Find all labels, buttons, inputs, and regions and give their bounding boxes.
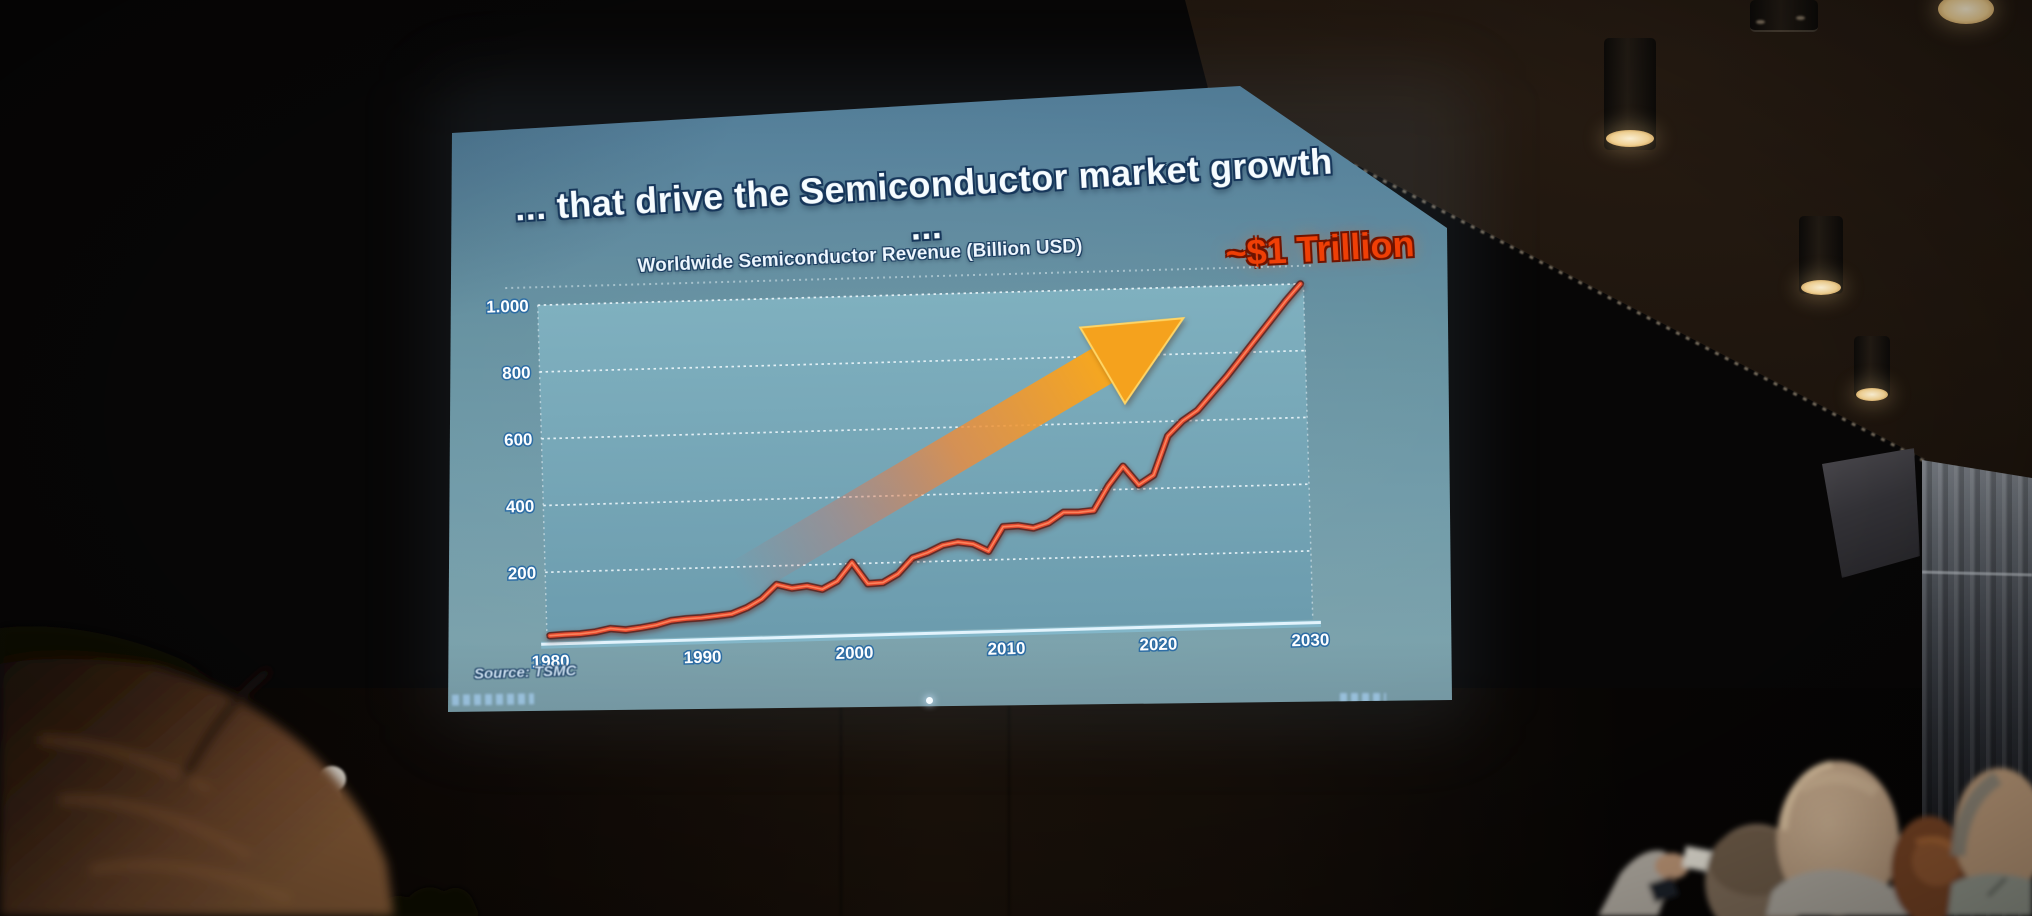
tiny-white-dot <box>926 697 933 704</box>
revenue-chart: 1.000 800 600 400 200 1980 1990 2000 2010 2020 203… <box>484 264 1331 673</box>
ceiling-light-glow <box>1606 130 1654 147</box>
svg-text:2020: 2020 <box>1139 634 1177 654</box>
ceiling-light-spec <box>1756 20 1765 24</box>
svg-text:1.000: 1.000 <box>486 296 529 316</box>
ceiling-light-glow <box>1938 0 1994 24</box>
svg-text:1980: 1980 <box>531 651 569 671</box>
svg-text:600: 600 <box>504 430 533 450</box>
curtain-seam <box>840 705 842 916</box>
svg-text:2000: 2000 <box>835 643 873 663</box>
ceiling-light-fixture <box>1854 336 1890 398</box>
svg-text:2030: 2030 <box>1291 630 1329 650</box>
svg-text:200: 200 <box>508 564 537 584</box>
ceiling-light-glow <box>1801 280 1841 295</box>
slide-footer-smudge <box>451 693 535 706</box>
source-note: Source: TSMC <box>473 662 577 683</box>
slide-page-number-smudge <box>1340 693 1386 702</box>
svg-text:1990: 1990 <box>683 647 721 667</box>
svg-text:400: 400 <box>506 497 535 517</box>
svg-text:2010: 2010 <box>987 639 1025 659</box>
svg-text:800: 800 <box>502 363 531 383</box>
ceiling-light-glow <box>1856 388 1888 401</box>
ceiling-light-fixture <box>1750 0 1818 32</box>
curtain-seam <box>1008 705 1010 916</box>
curtain-rail <box>1922 570 2032 577</box>
grey-curtain <box>1922 460 2032 916</box>
ceiling-light-spec <box>1796 16 1805 20</box>
wall-audio-speaker <box>1822 448 1920 578</box>
